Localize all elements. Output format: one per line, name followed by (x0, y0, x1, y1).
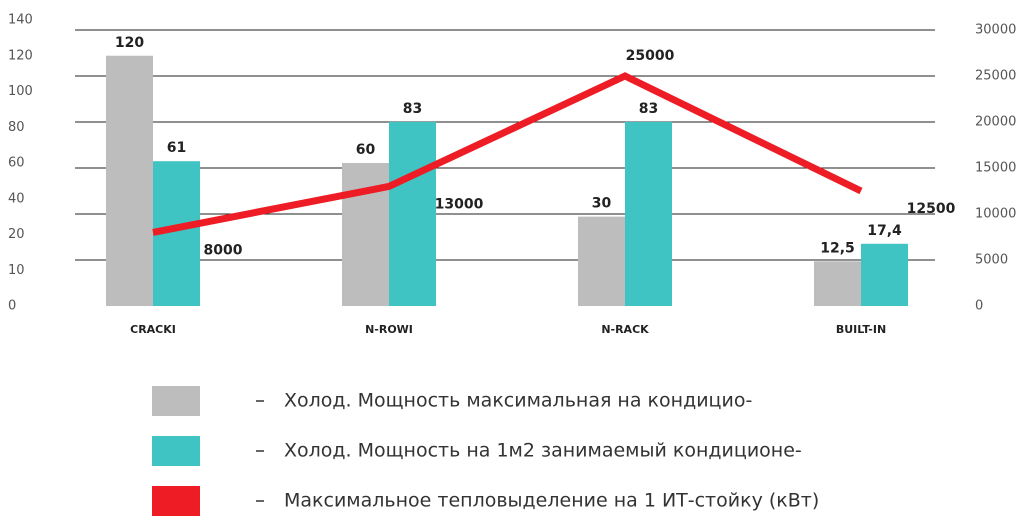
y-tick-label: 0 (8, 299, 16, 314)
bar-value-label: 30 (592, 196, 612, 212)
bar (861, 243, 908, 306)
bar (389, 121, 436, 306)
bar-value-label: 17,4 (867, 223, 902, 239)
y2-tick-label: 10000 (975, 207, 1016, 222)
x-tick-label: N-RACK (601, 323, 649, 336)
y2-tick-label: 15000 (975, 161, 1016, 176)
bar-value-label: 12,5 (820, 240, 855, 256)
x-tick-label: BUILT-IN (836, 323, 886, 336)
bar (625, 121, 672, 306)
line-value-label: 25000 (626, 48, 675, 64)
bar (814, 261, 861, 306)
legend-swatch (152, 386, 200, 416)
legend-swatch (152, 436, 200, 466)
bar (106, 55, 153, 306)
y-tick-label: 10 (8, 263, 25, 278)
y2-tick-label: 30000 (975, 23, 1016, 38)
x-tick-label: CRACKI (130, 323, 176, 336)
y2-tick-label: 5000 (975, 253, 1008, 268)
y-tick-label: 40 (8, 191, 25, 206)
bar-value-label: 83 (403, 101, 422, 117)
line (152, 72, 863, 236)
y-tick-label: 140 (8, 13, 33, 28)
bar-value-label: 120 (115, 35, 144, 51)
line-value-label: 8000 (204, 242, 243, 258)
y-tick-label: 80 (8, 120, 25, 135)
y-tick-label: 20 (8, 227, 25, 242)
line-value-label: 13000 (435, 196, 484, 212)
bar-value-label: 60 (356, 142, 376, 158)
y2-tick-label: 20000 (975, 115, 1016, 130)
y-tick-label: 120 (8, 48, 33, 63)
y2-tick-label: 0 (975, 299, 983, 314)
x-tick-label: N-ROWI (365, 323, 413, 336)
bar-value-label: 83 (639, 101, 658, 117)
legend-label: Холод. Мощность максимальная на кондицио… (284, 390, 752, 412)
bar-value-label: 61 (167, 140, 186, 156)
y-tick-label: 60 (8, 156, 25, 171)
y-tick-label: 100 (8, 84, 33, 99)
legend-swatch (152, 486, 200, 516)
legend-label: Максимальное тепловыделение на 1 ИТ-стой… (284, 490, 819, 512)
bar (578, 216, 625, 306)
line-value-label: 12500 (907, 201, 956, 217)
legend-label: Холод. Мощность на 1м2 занимаемый кондиц… (284, 440, 802, 462)
y2-tick-label: 25000 (975, 69, 1016, 84)
